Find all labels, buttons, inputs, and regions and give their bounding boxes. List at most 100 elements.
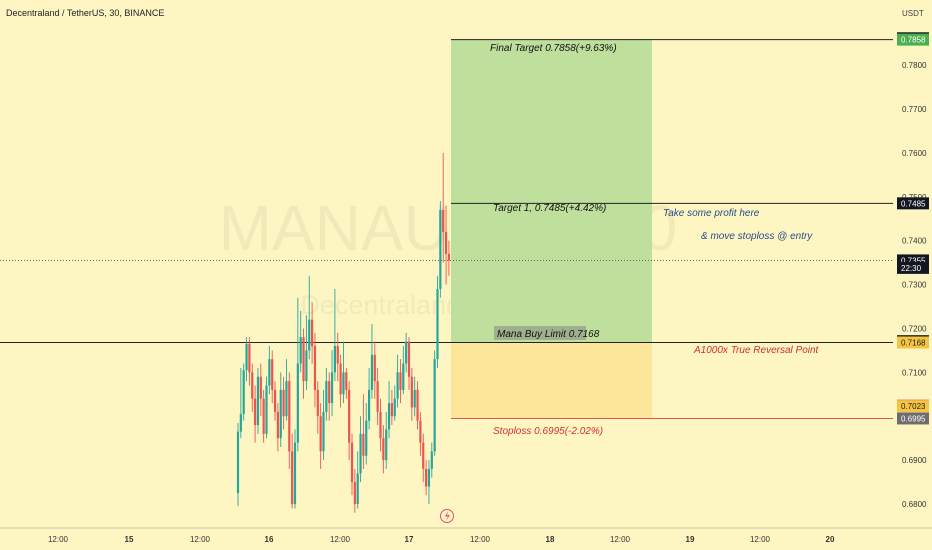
candle-body: [322, 411, 325, 452]
price-label-bg: [897, 261, 929, 274]
candle-body: [350, 442, 354, 483]
candle-body: [402, 363, 405, 390]
y-tick-label: 0.7400: [902, 237, 927, 246]
currency-label: USDT: [902, 9, 924, 18]
y-tick-label: 0.7800: [902, 61, 927, 70]
candle-body: [293, 442, 297, 505]
candle-body: [436, 288, 439, 360]
candle-body: [399, 372, 402, 390]
price-label-bg: [897, 336, 929, 349]
candle-body: [407, 341, 411, 377]
candle-body: [254, 398, 257, 426]
candle-body: [345, 372, 348, 390]
candle-body: [427, 468, 431, 487]
target1-label: Target 1, 0.7485(+4.42%): [493, 203, 606, 214]
candle-body: [387, 403, 391, 430]
price-label: 0.7858: [901, 36, 926, 45]
x-tick-label: 12:00: [610, 535, 631, 544]
candle-body: [288, 381, 291, 452]
candle-body: [359, 433, 362, 474]
candle-body: [336, 346, 339, 364]
price-label-bg: [897, 400, 929, 413]
price-label-bg: [897, 412, 929, 425]
candle-body: [444, 231, 448, 254]
candle-body: [319, 416, 322, 452]
candle-body: [259, 376, 262, 399]
x-tick-label: 16: [265, 535, 274, 544]
chart-title: Decentraland / TetherUS, 30, BINANCE: [6, 8, 164, 18]
price-label-bg: [897, 33, 929, 46]
candle-body: [425, 468, 428, 487]
candle-body: [285, 381, 288, 417]
candle-body: [308, 319, 311, 351]
candle-body: [419, 420, 422, 443]
candle-body: [348, 389, 351, 443]
profit-zone: [451, 39, 652, 343]
x-tick-label: 12:00: [48, 535, 69, 544]
reversal-label: A1000x True Reversal Point: [693, 345, 820, 356]
y-tick-label: 0.6900: [902, 456, 927, 465]
candle-body: [296, 363, 299, 443]
candle-body: [282, 389, 285, 417]
candle-body: [239, 414, 242, 432]
buy-limit-label-bg: [494, 326, 586, 340]
candle-body: [442, 209, 445, 232]
candle-body: [405, 341, 408, 364]
candle-body: [265, 385, 268, 434]
candle-body: [385, 429, 388, 461]
candle-body: [311, 319, 314, 347]
price-label-bg: [897, 197, 929, 210]
candle-body: [242, 370, 245, 415]
candle-body: [373, 354, 376, 382]
candle-body: [245, 343, 248, 371]
candle-body: [365, 420, 368, 456]
price-label: 0.7355: [901, 256, 926, 265]
note-take-profit: Take some profit here: [663, 208, 760, 219]
candle-body: [268, 359, 271, 386]
note-move-stop: & move stoploss @ entry: [701, 231, 813, 242]
candle-body: [302, 337, 305, 382]
candle-body: [248, 343, 251, 373]
candle-body: [376, 381, 379, 412]
candle-body: [353, 482, 356, 505]
y-tick-label: 0.7200: [902, 324, 927, 333]
x-tick-label: 17: [405, 535, 414, 544]
buy-limit-label: Mana Buy Limit 0.7168: [497, 329, 600, 340]
y-tick-label: 0.7100: [902, 368, 927, 377]
x-tick-label: 12:00: [750, 535, 771, 544]
candle-body: [262, 398, 265, 434]
candle-body: [370, 354, 374, 390]
candle-body: [413, 389, 416, 408]
candle-body: [390, 403, 393, 417]
y-tick-label: 0.7300: [902, 281, 927, 290]
risk-zone: [451, 342, 652, 419]
price-label: 22:30: [901, 264, 922, 273]
candle-body: [439, 209, 442, 289]
y-tick-label: 0.6800: [902, 500, 927, 509]
price-label: 0.7485: [901, 199, 926, 208]
price-label: 0.6995: [901, 414, 926, 423]
candle-body: [447, 253, 450, 261]
candle-body: [273, 389, 277, 412]
lightning-icon[interactable]: [440, 509, 454, 523]
stoploss-label: Stoploss 0.6995(-2.02%): [493, 426, 603, 437]
candle-body: [256, 376, 260, 426]
candle-body: [271, 359, 274, 390]
candle-body: [362, 433, 365, 456]
candle-body: [356, 473, 359, 505]
candle-body: [368, 389, 371, 421]
candle-body: [333, 346, 336, 373]
x-tick-label: 20: [826, 535, 835, 544]
candle-body: [422, 442, 425, 469]
candle-body: [276, 411, 279, 439]
candle-body: [328, 381, 331, 404]
x-tick-label: 12:00: [190, 535, 211, 544]
candle-body: [316, 389, 319, 417]
candle-body: [342, 372, 345, 395]
candle-body: [291, 451, 294, 505]
candle-body: [433, 359, 436, 452]
price-label: 0.7023: [901, 402, 926, 411]
candle-body: [330, 372, 334, 404]
